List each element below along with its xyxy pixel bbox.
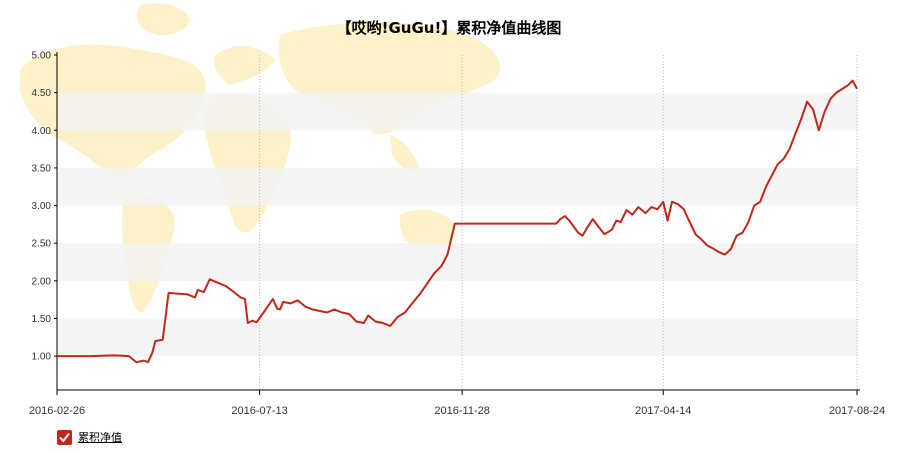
x-tick-label: 2016-02-26	[29, 405, 85, 417]
axes	[56, 52, 860, 391]
y-tick-label: 5.00	[32, 51, 52, 62]
y-tick-label: 1.50	[32, 314, 52, 325]
map-shape-1	[136, 3, 190, 36]
grid-band	[58, 243, 858, 281]
grid-band	[58, 318, 858, 357]
legend-item[interactable]: 累积净值	[57, 429, 122, 445]
y-tick-label: 4.00	[32, 126, 52, 137]
x-tick-label: 2017-08-24	[829, 405, 885, 417]
grid-bands	[58, 92, 858, 357]
x-axis-ticks: 2016-02-26 2016-07-13 2016-11-28 2017-04-14…	[29, 390, 885, 417]
y-tick-label: 1.00	[32, 352, 52, 363]
y-tick-label: 3.50	[32, 163, 52, 174]
y-tick-label: 2.00	[32, 276, 52, 287]
grid-band	[58, 167, 858, 206]
checkbox-checked-icon[interactable]	[57, 429, 72, 445]
x-tick-label: 2017-04-14	[635, 405, 691, 417]
grid-band	[58, 92, 858, 131]
map-shape-6	[390, 135, 420, 172]
map-shape-3	[214, 45, 275, 85]
x-tick-label: 2016-11-28	[434, 405, 489, 417]
x-tick-label: 2016-07-13	[231, 405, 287, 417]
legend-label: 累积净值	[78, 431, 122, 444]
y-tick-label: 2.50	[32, 239, 52, 250]
chart-title: 【哎哟!GuGu!】累积净值曲线图	[337, 19, 562, 37]
series-line-0	[57, 79, 858, 364]
y-tick-label: 3.00	[32, 201, 52, 212]
map-shape-7	[399, 209, 456, 250]
y-axis-ticks: 1.00 1.50 2.00 2.50 3.00 3.50 4.00 4.50 5.00	[32, 51, 57, 363]
series-lines	[57, 79, 858, 364]
y-tick-label: 4.50	[32, 88, 52, 99]
